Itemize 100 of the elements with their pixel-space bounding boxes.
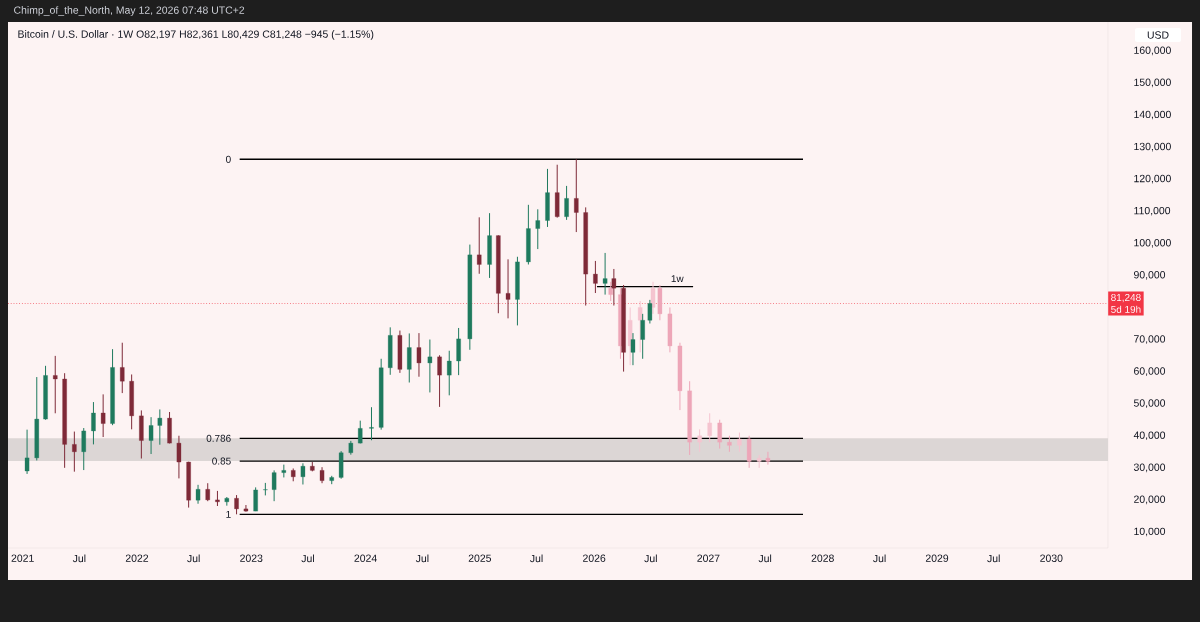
y-tick-label: 110,000 — [1134, 206, 1171, 216]
candlestick — [120, 342, 125, 394]
annotation: 0 — [226, 155, 231, 163]
x-tick-label: Jul — [758, 554, 772, 563]
candlestick — [687, 380, 692, 456]
candlestick — [100, 393, 106, 438]
candlestick — [737, 432, 742, 453]
x-tick-label: Jul — [873, 554, 886, 563]
candlestick — [205, 482, 210, 502]
candlestick — [148, 416, 154, 455]
candlestick — [456, 327, 461, 376]
candlestick — [583, 206, 588, 307]
candlestick — [253, 486, 258, 512]
candlestick — [369, 406, 374, 441]
candlestick — [234, 494, 239, 515]
y-tick-label: 40,000 — [1133, 431, 1166, 441]
y-tick-label: 120,000 — [1134, 174, 1171, 184]
y-tick-label: 90,000 — [1134, 271, 1166, 280]
candlestick — [24, 429, 30, 475]
candlestick — [526, 204, 531, 265]
y-tick-label: 160,000 — [1134, 46, 1171, 56]
candlestick — [81, 427, 86, 471]
candlestick — [467, 244, 473, 351]
candlestick — [437, 354, 442, 408]
y-tick-label: 20,000 — [1134, 495, 1166, 505]
candlestick — [447, 350, 452, 396]
candlestick — [358, 420, 363, 444]
y-tick-label: 140,000 — [1134, 110, 1171, 120]
candlestick — [477, 216, 482, 275]
text: Chimp_of_the_North, May 12, 2026 07:48 UTC+2 — [14, 6, 245, 16]
x-tick-label: 2023 — [240, 554, 263, 562]
candlestick — [157, 408, 163, 446]
x-tick-label: 2021 — [11, 554, 34, 562]
y-tick-label: 100,000 — [1134, 238, 1171, 248]
x-tick-label: 2026 — [583, 554, 606, 562]
candlestick — [496, 234, 501, 314]
candlestick — [195, 484, 201, 505]
candlestick — [621, 284, 626, 373]
ref-line-label: 81,248 — [1111, 293, 1141, 303]
y-tick-label: 70,000 — [1134, 335, 1166, 344]
x-tick-label: Jul — [415, 554, 429, 563]
x-tick-label: Jul — [644, 554, 657, 563]
x-tick-label: 2029 — [925, 554, 949, 562]
candlestick — [487, 212, 492, 279]
candlestick — [630, 332, 636, 366]
annotation: 1 — [226, 510, 231, 518]
candlestick — [535, 208, 540, 250]
candlestick — [657, 284, 663, 321]
candlestick — [300, 462, 306, 485]
y-tick-label: 10,000 — [1134, 527, 1166, 537]
candlestick — [224, 496, 230, 507]
x-tick-label: 2027 — [697, 554, 720, 562]
x-tick-label: 2022 — [125, 554, 149, 562]
candlestick — [281, 464, 287, 478]
candlestick — [72, 431, 77, 473]
x-tick-label: Jul — [187, 554, 200, 563]
candlestick — [416, 332, 422, 378]
candlestick — [640, 313, 645, 360]
x-tick-label: Jul — [72, 554, 86, 563]
candlestick — [407, 332, 412, 383]
candlestick — [62, 372, 67, 469]
candlestick — [338, 450, 344, 480]
candlestick — [717, 419, 722, 450]
candlestick — [427, 339, 433, 393]
candlestick — [515, 256, 520, 326]
candlestick — [667, 306, 673, 353]
x-tick-label: 2030 — [1040, 554, 1063, 562]
candlestick — [574, 158, 579, 233]
x-tick-label: 2028 — [811, 554, 834, 562]
candlestick — [263, 482, 268, 496]
candlestick — [593, 260, 598, 294]
candlestick — [271, 469, 277, 502]
candlestick — [186, 461, 191, 509]
candlestick — [602, 252, 608, 296]
candlestick — [505, 258, 511, 319]
candlestick — [727, 435, 732, 453]
candlestick — [388, 326, 393, 376]
candlestick — [611, 268, 617, 307]
y-tick-label: 60,000 — [1134, 367, 1166, 376]
candlestick — [378, 358, 384, 431]
candlestick — [746, 435, 752, 469]
annotation: 0.85 — [212, 457, 231, 465]
candlestick — [756, 454, 762, 469]
candlestick — [647, 299, 653, 324]
y-tick-label: 30,000 — [1133, 463, 1166, 473]
candlestick — [129, 373, 134, 430]
candlestick — [91, 401, 96, 445]
candlestick — [43, 365, 48, 421]
candlestick — [53, 355, 58, 414]
x-tick-label: 2024 — [354, 554, 377, 562]
text: Bitcoin / U.S. Dollar · 1W O82,197 H82,361 L80,429 C81,248 −945 (−1.15%) — [18, 30, 374, 40]
candlestick — [310, 461, 315, 472]
candlestick — [139, 409, 144, 460]
candlestick — [707, 412, 712, 443]
candlestick — [110, 348, 115, 426]
candlestick — [545, 168, 550, 228]
candlestick — [329, 475, 334, 485]
candlestick — [291, 467, 296, 482]
candlestick — [397, 330, 403, 374]
x-tick-label: Jul — [987, 554, 1000, 563]
